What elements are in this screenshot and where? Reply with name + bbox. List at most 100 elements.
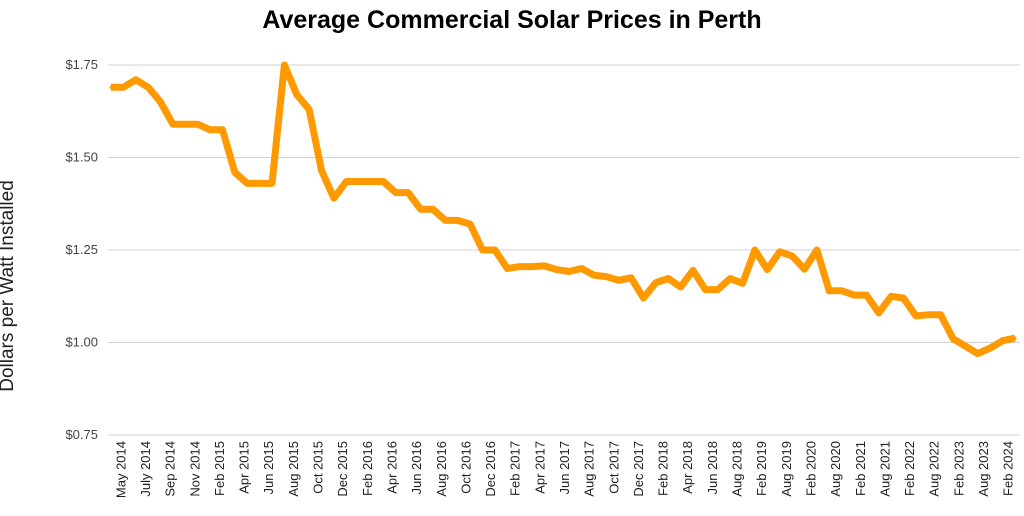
data-point	[765, 268, 769, 272]
data-point	[1013, 336, 1017, 340]
gridlines	[108, 64, 1020, 436]
x-tick-label: Dec 2016	[483, 441, 498, 497]
data-point	[654, 281, 658, 285]
x-tick-label: Oct 2017	[606, 441, 621, 494]
data-point	[592, 273, 596, 277]
x-tick-label: July 2014	[138, 441, 153, 497]
data-point	[790, 254, 794, 258]
x-tick-label: Feb 2018	[656, 441, 671, 496]
data-point	[344, 180, 348, 184]
data-point	[121, 85, 125, 89]
data-point	[741, 281, 745, 285]
x-tick-label: Apr 2017	[532, 441, 547, 494]
x-tick-label: Sep 2014	[163, 441, 178, 497]
data-point	[691, 268, 695, 272]
data-point	[109, 85, 113, 89]
data-point	[629, 276, 633, 280]
data-point	[431, 207, 435, 211]
x-tick-label: Feb 2019	[754, 441, 769, 496]
data-point	[666, 276, 670, 280]
y-tick-label: $1.00	[65, 335, 98, 350]
data-point	[406, 191, 410, 195]
y-tick-label: $1.75	[65, 57, 98, 72]
x-tick-label: Aug 2016	[434, 441, 449, 497]
data-point	[518, 265, 522, 269]
data-point	[716, 288, 720, 292]
data-point	[270, 181, 274, 185]
x-tick-label: Jun 2017	[557, 441, 572, 495]
data-point	[914, 314, 918, 318]
data-point	[926, 313, 930, 317]
data-point	[220, 128, 224, 132]
data-point	[208, 128, 212, 132]
x-tick-label: Oct 2016	[458, 441, 473, 494]
x-tick-label: Apr 2015	[237, 441, 252, 494]
data-point	[381, 180, 385, 184]
x-tick-label: Aug 2022	[927, 441, 942, 497]
series-line	[111, 61, 1016, 358]
data-point	[258, 181, 262, 185]
x-tick-label: Apr 2018	[680, 441, 695, 494]
x-tick-label: May 2014	[113, 441, 128, 498]
x-tick-label: Oct 2015	[311, 441, 326, 494]
y-tick-label: $0.75	[65, 427, 98, 442]
data-point	[852, 293, 856, 297]
x-tick-label: Aug 2017	[582, 441, 597, 497]
data-point	[951, 337, 955, 341]
data-point	[505, 267, 509, 270]
data-point	[815, 248, 819, 252]
x-tick-label: Nov 2014	[187, 441, 202, 497]
data-point	[481, 248, 485, 252]
data-point	[902, 296, 906, 300]
data-point	[159, 100, 163, 104]
x-tick-labels: May 2014 July 2014 Sep 2014 Nov 2014 Feb 201…	[113, 441, 1015, 498]
data-point	[827, 289, 831, 293]
y-tick-labels: $0.75 $1.00 $1.25 $1.50 $1.75	[65, 57, 98, 442]
data-point	[641, 296, 645, 300]
data-point	[877, 311, 881, 315]
data-point	[567, 269, 571, 273]
data-point	[802, 267, 806, 271]
x-tick-label: Feb 2021	[853, 441, 868, 496]
data-point	[753, 248, 757, 252]
x-tick-label: Aug 2018	[730, 441, 745, 497]
x-tick-label: Feb 2015	[212, 441, 227, 496]
data-point	[840, 289, 844, 293]
data-point	[976, 352, 980, 356]
x-tick-label: Dec 2015	[335, 441, 350, 497]
data-point	[419, 207, 423, 211]
data-point	[617, 278, 621, 282]
data-point	[357, 180, 361, 184]
data-point	[542, 264, 546, 268]
data-point	[555, 268, 559, 272]
data-point	[604, 275, 608, 279]
data-point	[134, 78, 138, 82]
x-tick-label: Aug 2020	[828, 441, 843, 497]
data-point	[703, 288, 707, 292]
data-point	[939, 313, 943, 317]
x-tick-label: Dec 2017	[631, 441, 646, 497]
x-tick-label: Feb 2023	[951, 441, 966, 496]
data-point	[679, 285, 683, 289]
data-point	[282, 63, 286, 67]
data-point	[468, 222, 472, 226]
data-point	[394, 191, 398, 195]
data-point	[443, 218, 447, 222]
x-tick-label: Feb 2016	[360, 441, 375, 496]
x-tick-label: Aug 2021	[877, 441, 892, 497]
y-tick-label: $1.25	[65, 242, 98, 257]
data-point	[493, 248, 497, 252]
x-tick-label: Feb 2022	[902, 441, 917, 496]
data-point	[963, 344, 967, 348]
data-point	[728, 276, 732, 280]
series-layer	[109, 61, 1017, 358]
x-tick-label: Feb 2024	[1001, 441, 1016, 496]
data-point	[864, 293, 868, 297]
x-tick-label: Apr 2016	[384, 441, 399, 494]
x-tick-label: Aug 2023	[976, 441, 991, 497]
x-tick-label: Jun 2018	[705, 441, 720, 495]
data-point	[1001, 339, 1005, 343]
data-point	[196, 122, 200, 126]
data-point	[988, 346, 992, 350]
